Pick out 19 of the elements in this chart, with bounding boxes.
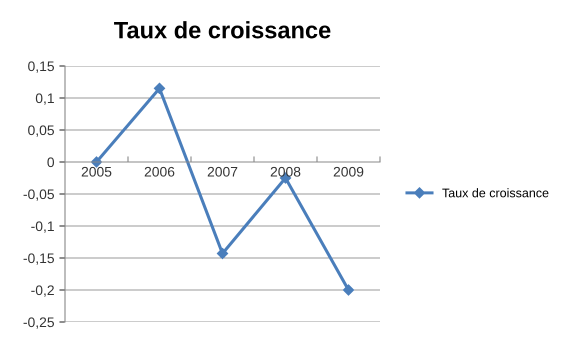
y-tick-label: -0,15 xyxy=(24,253,54,265)
y-tick-label: 0,1 xyxy=(36,93,54,105)
y-tick-label: 0,05 xyxy=(28,125,54,137)
x-tick-label: 2005 xyxy=(82,166,112,177)
x-tick-label: 2007 xyxy=(208,166,238,177)
y-tick-label: 0 xyxy=(47,157,54,168)
legend-label: Taux de croissance xyxy=(442,188,548,198)
y-tick-label: -0,1 xyxy=(31,221,54,233)
y-tick-label: -0,25 xyxy=(24,317,54,329)
x-tick-label: 2006 xyxy=(144,166,174,177)
point xyxy=(216,248,228,260)
y-tick-label: -0,05 xyxy=(24,189,54,201)
x-tick-label: 2008 xyxy=(270,166,300,177)
chart-title: Taux de croissance xyxy=(114,21,330,38)
point xyxy=(154,82,166,94)
y-tick-label: 0,15 xyxy=(28,61,54,73)
x-tick-label: 2009 xyxy=(334,166,364,177)
point xyxy=(342,284,354,296)
y-tick-label: -0,2 xyxy=(31,285,54,297)
